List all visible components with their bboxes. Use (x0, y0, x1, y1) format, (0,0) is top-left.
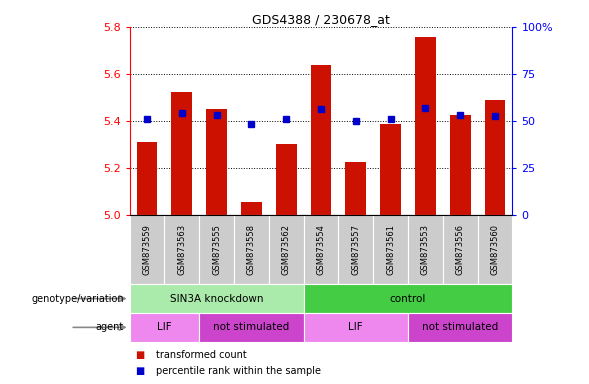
Bar (130, 284, 303, 313)
Bar (478, 215, 512, 284)
Bar (241, 202, 262, 215)
Bar (345, 162, 366, 215)
Bar (450, 115, 471, 215)
Text: ■: ■ (135, 350, 145, 360)
Text: percentile rank within the sample: percentile rank within the sample (156, 366, 321, 376)
Bar (276, 144, 297, 215)
Bar (485, 100, 505, 215)
Bar (443, 215, 478, 284)
Bar (171, 91, 192, 215)
Bar (199, 313, 303, 342)
Text: not stimulated: not stimulated (422, 322, 498, 333)
Text: GSM873560: GSM873560 (491, 224, 499, 275)
Text: control: control (390, 293, 426, 304)
Text: GSM873554: GSM873554 (316, 224, 326, 275)
Text: LIF: LIF (157, 322, 172, 333)
Text: genotype/variation: genotype/variation (31, 293, 124, 304)
Bar (339, 215, 373, 284)
Text: ■: ■ (135, 366, 145, 376)
Text: SIN3A knockdown: SIN3A knockdown (170, 293, 263, 304)
Bar (408, 313, 512, 342)
Bar (408, 215, 443, 284)
Text: LIF: LIF (349, 322, 363, 333)
Bar (199, 215, 234, 284)
Bar (137, 142, 157, 215)
Text: transformed count: transformed count (156, 350, 247, 360)
Text: GSM873559: GSM873559 (143, 224, 151, 275)
Text: GSM873553: GSM873553 (421, 224, 430, 275)
Text: GSM873561: GSM873561 (386, 224, 395, 275)
Text: GSM873563: GSM873563 (177, 224, 186, 275)
Bar (206, 109, 227, 215)
Bar (130, 313, 199, 342)
Text: agent: agent (95, 322, 124, 333)
Bar (380, 124, 401, 215)
Text: GSM873556: GSM873556 (456, 224, 465, 275)
Bar (303, 284, 512, 313)
Text: GSM873562: GSM873562 (282, 224, 291, 275)
Text: GSM873558: GSM873558 (247, 224, 256, 275)
Text: GSM873557: GSM873557 (351, 224, 360, 275)
Bar (234, 215, 269, 284)
Text: not stimulated: not stimulated (213, 322, 290, 333)
Bar (415, 38, 436, 215)
Bar (373, 215, 408, 284)
Bar (130, 215, 164, 284)
Text: GSM873555: GSM873555 (212, 224, 221, 275)
Bar (303, 215, 339, 284)
Bar (269, 215, 303, 284)
Bar (303, 313, 408, 342)
Title: GDS4388 / 230678_at: GDS4388 / 230678_at (252, 13, 390, 26)
Bar (310, 65, 332, 215)
Bar (164, 215, 199, 284)
